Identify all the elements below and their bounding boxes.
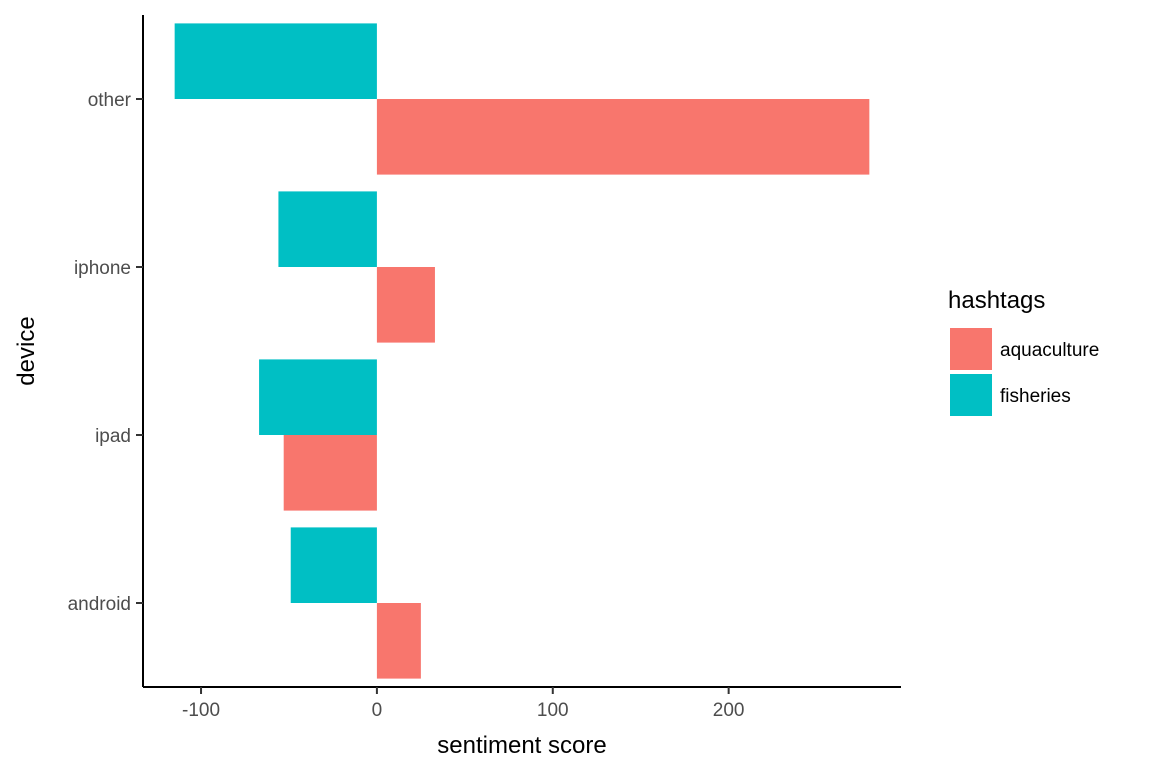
bar-aquaculture-ipad [283,435,377,511]
legend-swatch-aquaculture [950,328,992,370]
x-tick-label: 0 [372,700,383,721]
bar-aquaculture-android [376,603,421,679]
y-tick-label-android: android [68,594,131,615]
bars-layer [174,23,870,679]
y-tick-label-iphone: iphone [74,258,131,279]
x-tick-label: 200 [713,700,745,721]
legend-swatch-fisheries [950,374,992,416]
bar-fisheries-other [174,23,377,99]
y-tick-label-other: other [88,90,132,111]
legend: hashtags aquaculture fisheries [948,287,1099,416]
bar-aquaculture-iphone [376,267,435,343]
legend-title: hashtags [948,287,1045,314]
bar-fisheries-ipad [259,359,377,435]
x-tick-label: 100 [537,700,569,721]
legend-label-aquaculture: aquaculture [1000,340,1099,361]
y-axis-title: device [13,316,40,385]
bar-fisheries-iphone [278,191,377,267]
legend-label-fisheries: fisheries [1000,386,1071,407]
x-tick-label: -100 [182,700,220,721]
y-tick-label-ipad: ipad [95,426,131,447]
axes-layer: -100 0 100 200 android ipad iphone other sentime… [13,15,901,759]
bar-fisheries-android [290,527,377,603]
bar-aquaculture-other [376,99,870,175]
x-axis-title: sentiment score [437,732,606,759]
